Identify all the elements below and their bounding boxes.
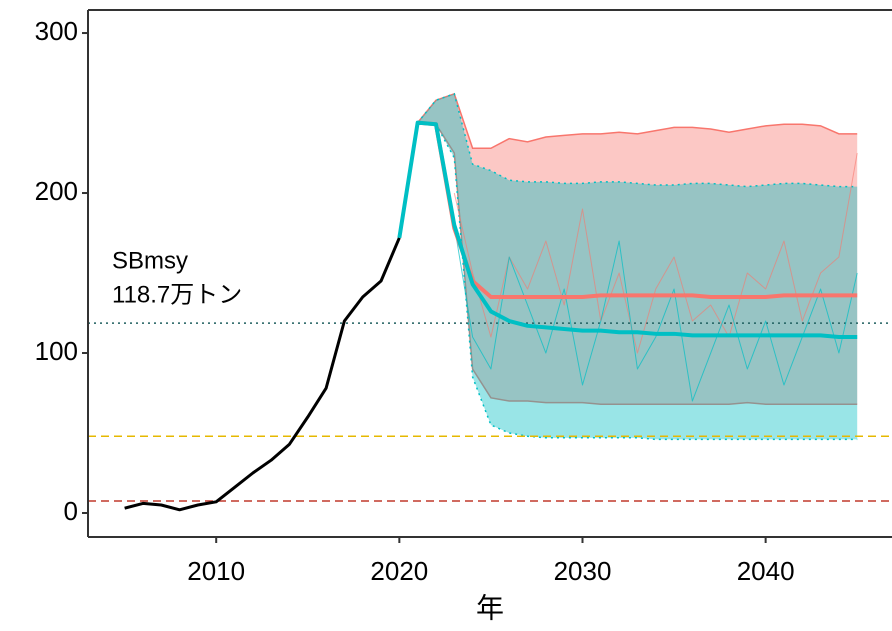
x-tick-label: 2040 <box>737 556 795 586</box>
series-line <box>453 224 858 402</box>
annotation: SBmsy <box>112 247 188 274</box>
band-edge <box>417 121 858 405</box>
series-line <box>397 120 858 340</box>
series-line <box>417 120 858 300</box>
x-axis-label: 年 <box>476 592 504 623</box>
annotation: 118.7万トン <box>112 281 242 308</box>
series-line <box>453 152 858 354</box>
series-line <box>124 237 401 512</box>
x-tick-label: 2020 <box>370 556 428 586</box>
band-edge <box>417 92 858 188</box>
y-tick-label: 200 <box>35 176 78 206</box>
band <box>417 93 858 440</box>
y-tick-label: 300 <box>35 16 78 46</box>
x-tick-label: 2010 <box>187 556 245 586</box>
band-edge <box>417 92 858 149</box>
y-tick-label: 100 <box>35 336 78 366</box>
x-tick-label: 2030 <box>554 556 612 586</box>
y-tick-label: 0 <box>64 496 78 526</box>
